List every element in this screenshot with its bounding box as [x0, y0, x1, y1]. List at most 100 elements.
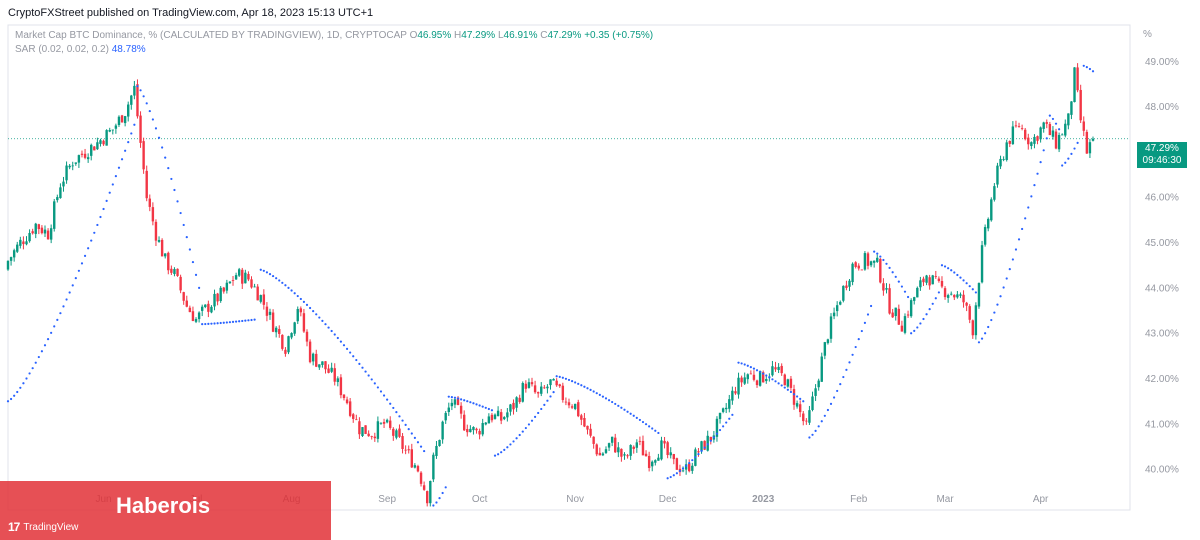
sar-dot [373, 382, 376, 385]
sar-dot [247, 319, 250, 322]
sar-dot [916, 326, 919, 329]
y-tick-label: 41.00% [1145, 419, 1179, 430]
candle-body [499, 412, 503, 421]
candle-body [1054, 131, 1058, 149]
candle-body [216, 293, 219, 302]
candle-body [1033, 136, 1036, 144]
sar-dot [567, 378, 571, 382]
candle-body [839, 301, 842, 305]
sar-dot [666, 477, 669, 480]
sar-dot [993, 311, 996, 314]
candle-body [743, 377, 746, 384]
candle-body [1085, 131, 1089, 154]
sar-dots [6, 64, 1095, 507]
sar-dot [910, 332, 913, 335]
candle-body [447, 407, 450, 413]
candle-body [802, 413, 805, 422]
candle-body [450, 402, 454, 407]
sar-dot [641, 420, 645, 424]
sar-dot [629, 412, 632, 415]
low-label: L [497, 30, 504, 41]
candle-body [629, 445, 632, 456]
candle-body [210, 306, 213, 313]
sar-dot [866, 313, 870, 316]
candle-body [666, 442, 669, 456]
candle-body [691, 465, 694, 471]
sar-dot [268, 273, 272, 276]
sar-dot [210, 322, 213, 325]
sar-dot [130, 132, 133, 135]
sar-dot [777, 382, 780, 385]
candle-body [546, 386, 549, 389]
tradingview-brand[interactable]: 17 TradingView [8, 520, 78, 534]
sar-dot [863, 321, 867, 324]
sar-dot [1085, 65, 1088, 69]
candle-body [37, 224, 41, 230]
sar-dot [25, 377, 28, 380]
sar-dot [250, 318, 253, 322]
sar-dot [1045, 137, 1048, 140]
candle-body [259, 295, 262, 302]
sar-dot [1042, 149, 1045, 152]
candle-body [142, 141, 145, 170]
sar-dot [879, 255, 882, 258]
sar-dot [598, 393, 601, 396]
sar-dot [583, 385, 586, 388]
sar-dot [644, 423, 648, 426]
candle-body [290, 333, 293, 338]
sar-dot [151, 118, 154, 121]
candle-body [296, 309, 299, 322]
candle-body [946, 295, 950, 298]
sar-dot [65, 298, 68, 301]
candle-body [657, 457, 660, 461]
sar-dot [296, 294, 299, 298]
sar-dot [170, 177, 173, 181]
sar-dot [96, 223, 99, 227]
sar-dot [762, 372, 765, 375]
sar-dot [453, 396, 457, 399]
sar-dot [318, 316, 321, 319]
y-tick-label: 43.00% [1145, 329, 1179, 340]
candle-body [284, 349, 287, 354]
sar-dot [487, 407, 490, 411]
sar-dot [891, 271, 894, 274]
candle-body [151, 207, 155, 222]
sar-dot [80, 262, 84, 265]
sar-dot [173, 188, 176, 192]
candle-body [6, 260, 10, 270]
candle-body [83, 153, 87, 158]
sar-dot [860, 329, 863, 333]
sar-dot [611, 400, 614, 404]
sar-dot [466, 400, 469, 403]
sar-dot [580, 384, 583, 387]
sar-dot [876, 252, 879, 255]
sar-dot [321, 319, 324, 322]
sar-dot [894, 275, 897, 278]
candle-body [872, 260, 876, 263]
sar-dot [839, 382, 842, 386]
sar-dot [934, 297, 937, 300]
candle-body [315, 353, 318, 367]
sar-dot [145, 102, 148, 105]
candle-body [22, 241, 25, 245]
sar-dot [43, 344, 47, 347]
candle-body [392, 428, 395, 436]
sar-dot [31, 367, 34, 370]
sar-dot [980, 337, 984, 340]
candle-body [185, 300, 188, 307]
sar-dot [293, 292, 296, 295]
sar-dot [814, 429, 817, 432]
candle-body [777, 366, 780, 370]
candle-body [1039, 127, 1042, 140]
candle-body [607, 443, 611, 448]
sar-dot [241, 319, 244, 323]
candle-body [241, 269, 244, 284]
sar-dot [244, 319, 247, 322]
x-tick-label: Oct [472, 494, 488, 505]
candle-body [469, 428, 472, 433]
candle-body [626, 455, 629, 457]
candle-body [635, 442, 639, 448]
sar-dot [478, 404, 481, 407]
candle-body [472, 426, 475, 431]
